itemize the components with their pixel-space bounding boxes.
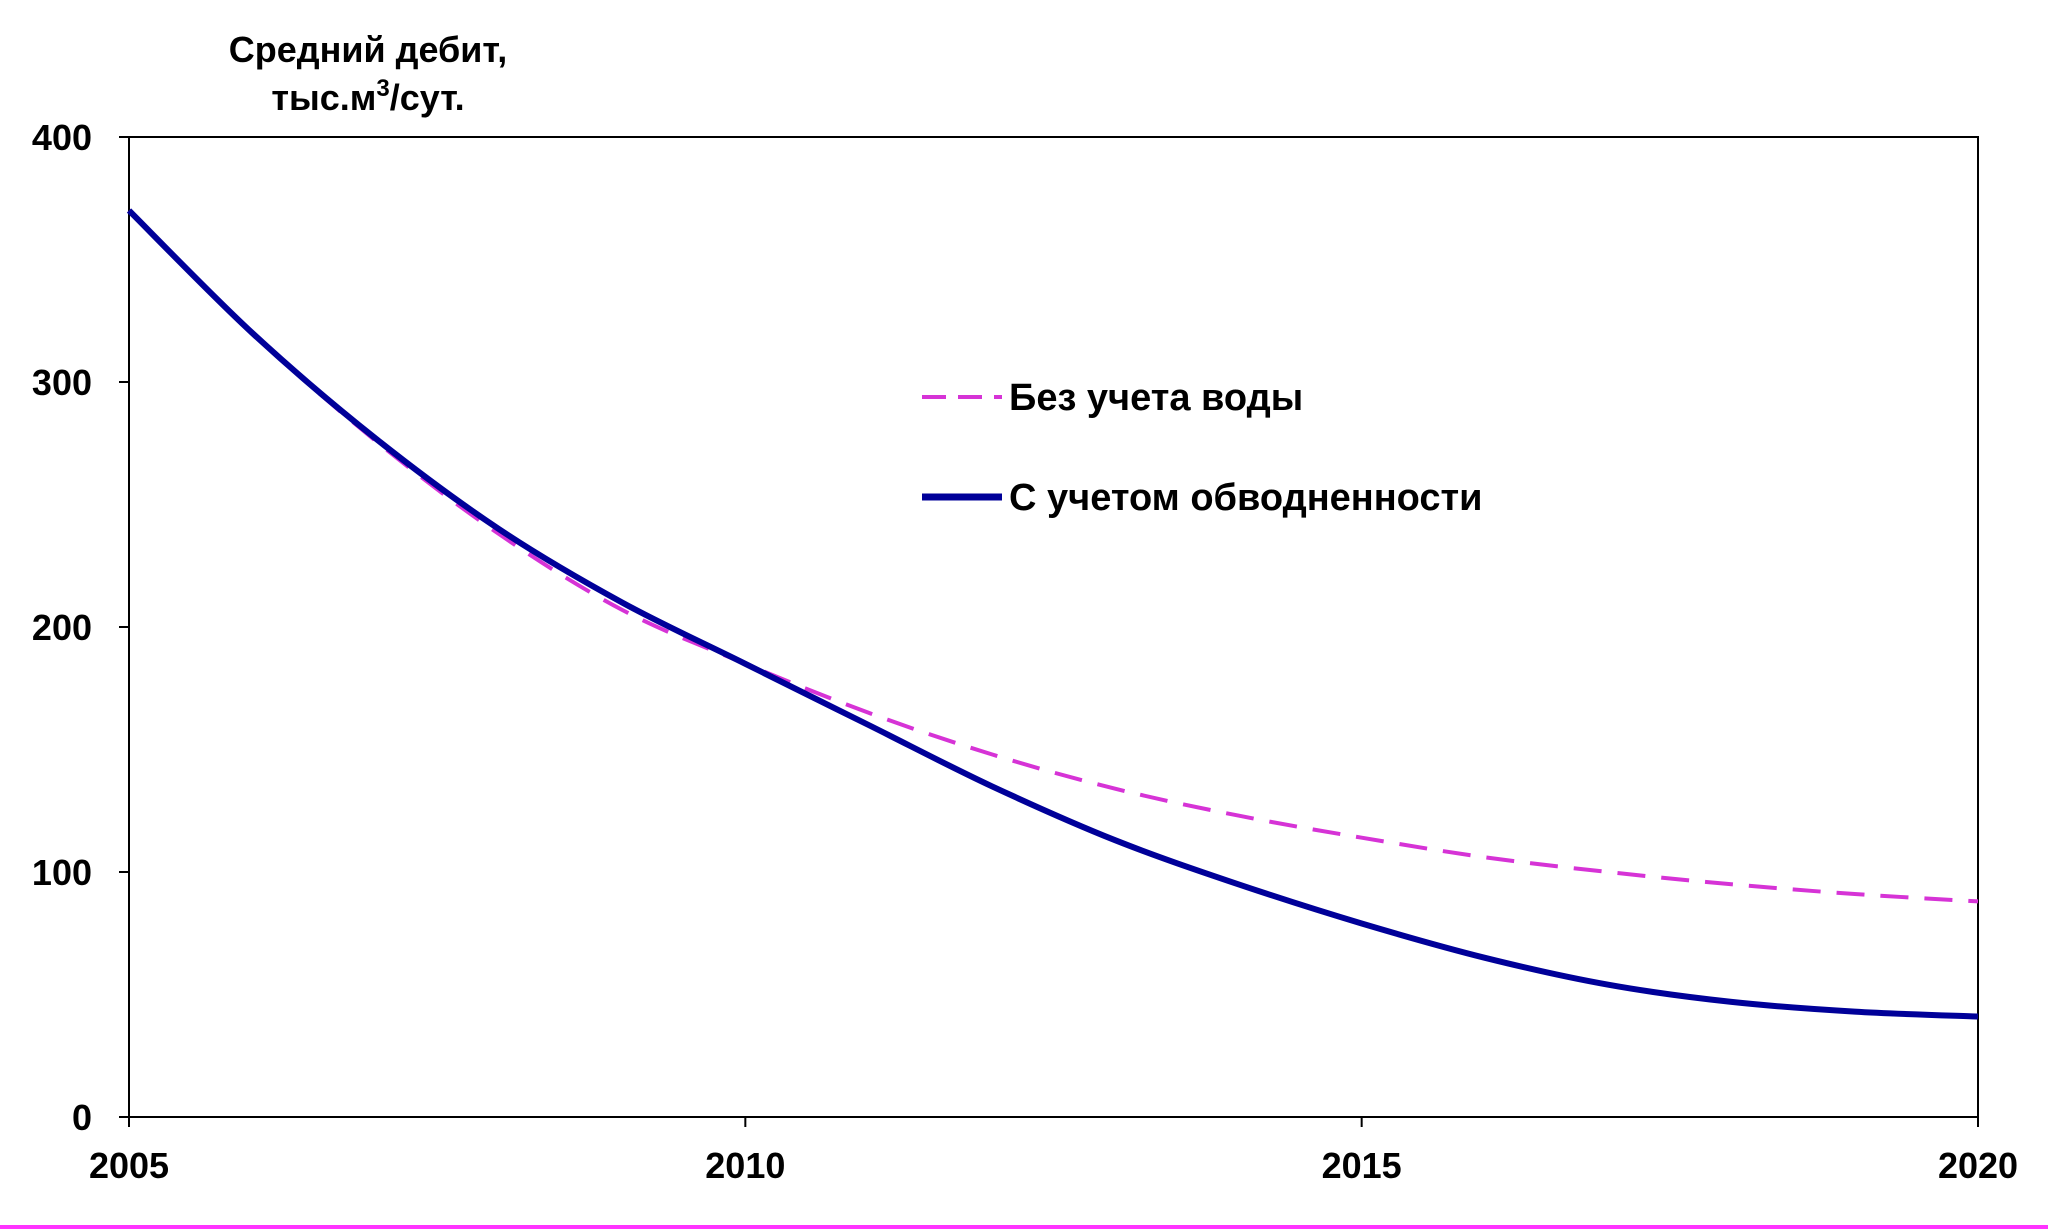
y-tick-label: 400 xyxy=(32,117,92,158)
x-tick-label: 2005 xyxy=(89,1145,169,1186)
x-tick-label: 2020 xyxy=(1938,1145,2018,1186)
y-tick-label: 100 xyxy=(32,852,92,893)
series-layer xyxy=(126,208,1979,1020)
legend-label: С учетом обводненности xyxy=(1009,477,1483,519)
x-tick-label: 2015 xyxy=(1322,1145,1402,1186)
y-axis-ticks: 0 100 200 300 400 xyxy=(32,117,129,1138)
x-axis-ticks: 2005 2010 2015 2020 xyxy=(89,1117,2018,1186)
y-axis-title-line1: Средний дебит, xyxy=(229,29,508,70)
y-tick-label: 200 xyxy=(32,607,92,648)
series-line-without-water xyxy=(127,209,1979,904)
legend: Без учета воды С учетом обводненности xyxy=(922,377,1483,519)
legend-label: Без учета воды xyxy=(1009,377,1303,419)
y-axis-title-line2: тыс.м3/сут. xyxy=(271,75,464,118)
series-line-with-watercut xyxy=(126,208,1979,1020)
x-tick-label: 2010 xyxy=(705,1145,785,1186)
y-axis-unit-prefix: тыс.м xyxy=(271,77,376,118)
y-tick-label: 0 xyxy=(72,1097,92,1138)
plot-area xyxy=(128,136,1979,1118)
y-axis-unit-superscript: 3 xyxy=(376,75,389,102)
y-axis-unit-suffix: /сут. xyxy=(390,77,465,118)
y-tick-label: 300 xyxy=(32,362,92,403)
